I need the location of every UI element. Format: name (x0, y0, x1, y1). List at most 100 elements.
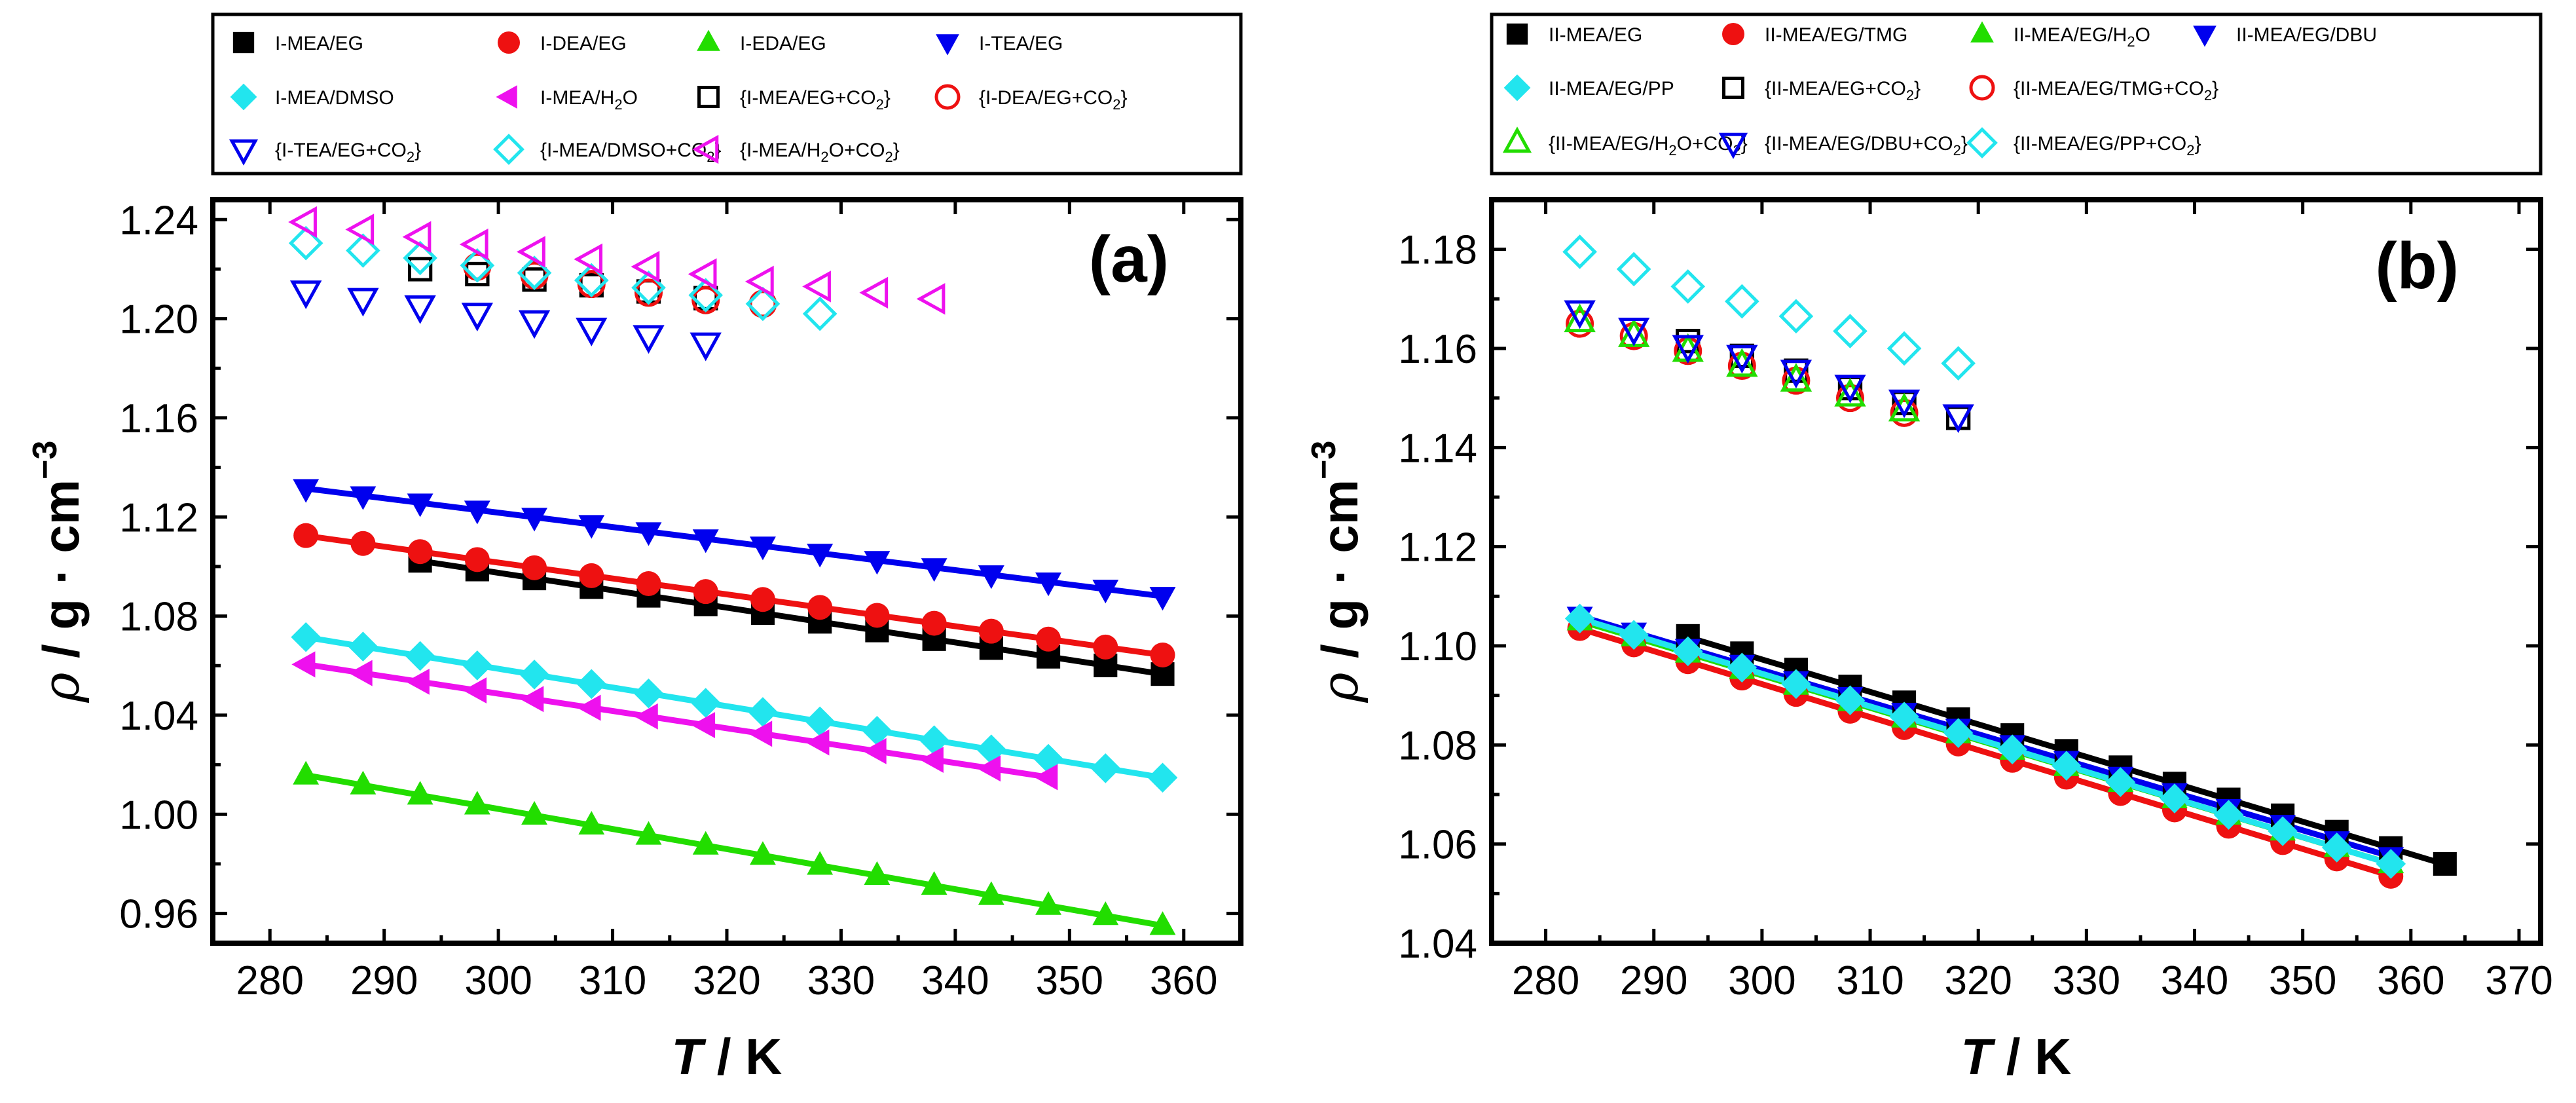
data-point (805, 706, 835, 737)
y-tick-label: 1.10 (1398, 624, 1477, 669)
legend-marker (697, 86, 720, 108)
x-axis-title-unit: / K (703, 1028, 782, 1085)
x-axis-title-symbol: T (1961, 1028, 1996, 1085)
data-point (636, 571, 661, 597)
y-tick-label: 1.14 (1398, 426, 1477, 471)
legend-entry: I-DEA/EG (498, 31, 627, 54)
y-axis-title-symbol: ρ (1311, 672, 1370, 703)
data-point (1943, 718, 1974, 748)
legend-label: II-MEA/EG/TMG (1765, 24, 1907, 46)
series-{I-MEA/H2O+CO2} (288, 206, 946, 315)
data-point (864, 861, 891, 885)
legend-label-part: } (1741, 133, 1748, 155)
legend-label-subscript: 2 (1113, 96, 1120, 113)
data-point (1093, 634, 1118, 660)
data-point (859, 276, 889, 309)
y-tick-label: 1.24 (119, 198, 198, 243)
legend-label: II-MEA/EG/PP (1549, 78, 1674, 100)
data-point (978, 618, 1004, 644)
data-point (461, 303, 494, 332)
data-point (631, 270, 666, 305)
chart-panel-b: II-MEA/EG II-MEA/EG/TMG II-MEA/EG/H2O II-ME… (1305, 12, 2553, 1085)
legend-label: {I-MEA/H2O+CO2} (740, 140, 900, 165)
y-tick-label: 1.08 (1398, 723, 1477, 768)
data-point (1941, 346, 1976, 381)
x-tick-label: 290 (1620, 958, 1687, 1003)
data-point (464, 791, 490, 815)
data-point (862, 715, 892, 746)
legend-label-part: O+CO (829, 140, 885, 161)
legend-label: {II-MEA/EG/TMG+CO2} (2014, 78, 2218, 103)
plot-area (210, 197, 1243, 946)
legend-label-part: II-MEA/EG/PP (1549, 78, 1674, 100)
data-point (635, 522, 662, 546)
data-point (1781, 669, 1811, 700)
data-point (1562, 234, 1597, 269)
data-point (350, 531, 376, 556)
data-point (745, 265, 774, 298)
legend-entry: I-MEA/EG (232, 31, 363, 54)
data-point (517, 236, 545, 268)
data-point (1890, 398, 1919, 427)
data-point (1997, 734, 2028, 764)
legend: II-MEA/EG II-MEA/EG/TMG II-MEA/EG/H2O II-ME… (1490, 12, 2543, 176)
fit-line-I-EDA/EG (303, 772, 1166, 929)
data-point (1889, 701, 1919, 732)
series-{I-TEA/EG+CO2} (289, 280, 722, 362)
legend-entry: {II-MEA/EG/DBU+CO2} (1718, 132, 1968, 159)
data-point (1617, 317, 1650, 346)
x-tick-label: 360 (2377, 958, 2444, 1003)
data-point (1149, 587, 1176, 611)
y-tick-label: 1.12 (1398, 525, 1477, 570)
legend-marker (1506, 23, 1528, 45)
data-point (1835, 384, 1864, 413)
y-tick-label: 1.06 (1398, 823, 1477, 868)
legend-label: {II-MEA/EG+CO2} (1765, 78, 1921, 103)
y-tick-label: 1.12 (119, 495, 198, 540)
data-point (291, 651, 316, 678)
x-tick-label: 320 (693, 958, 760, 1003)
legend-label-part: {I-MEA/H (740, 140, 820, 161)
data-point (1150, 642, 1175, 667)
data-point (1670, 269, 1706, 304)
data-point (921, 610, 947, 636)
legend-entry: {I-DEA/EG+CO2} (934, 84, 1128, 113)
data-point (864, 551, 891, 575)
data-point (521, 800, 548, 825)
data-point (1564, 603, 1595, 634)
data-point (919, 725, 949, 755)
data-point (462, 650, 492, 681)
legend-marker (692, 134, 719, 164)
legend-label-part: } (893, 140, 900, 161)
legend-label: {I-DEA/EG+CO2} (979, 87, 1128, 113)
data-point (578, 515, 605, 539)
legend-label: II-MEA/EG/H2O (2014, 24, 2150, 50)
data-point (574, 243, 603, 275)
data-point (464, 547, 490, 572)
data-point (1726, 348, 1758, 377)
data-point (403, 240, 437, 276)
data-point (293, 760, 320, 785)
legend-label-part: I-MEA/EG (275, 33, 363, 54)
legend-entry: II-MEA/EG/PP (1503, 74, 1674, 102)
y-tick-label: 1.04 (1398, 922, 1477, 967)
data-point (2051, 751, 2082, 781)
data-point (1778, 299, 1814, 334)
data-point (345, 214, 375, 246)
legend-label-part: {I-DEA/EG+CO (979, 87, 1113, 109)
data-point (1619, 620, 1649, 650)
legend-label-subscript: 2 (820, 149, 828, 165)
legend-label-part: {I-TEA/EG+CO (275, 140, 407, 161)
data-point (519, 660, 549, 690)
data-point (862, 738, 887, 764)
data-point (407, 539, 433, 565)
series-I-MEA/H2O (291, 651, 1058, 791)
panel-label: (a) (1089, 223, 1169, 296)
y-tick-label: 1.04 (119, 694, 198, 739)
data-point (402, 221, 432, 253)
data-point (1564, 303, 1596, 333)
y-tick-label: 0.96 (119, 892, 198, 937)
data-point (750, 587, 775, 612)
legend-label-subscript: 2 (885, 149, 892, 165)
fit-line-I-DEA/EG (303, 533, 1166, 658)
